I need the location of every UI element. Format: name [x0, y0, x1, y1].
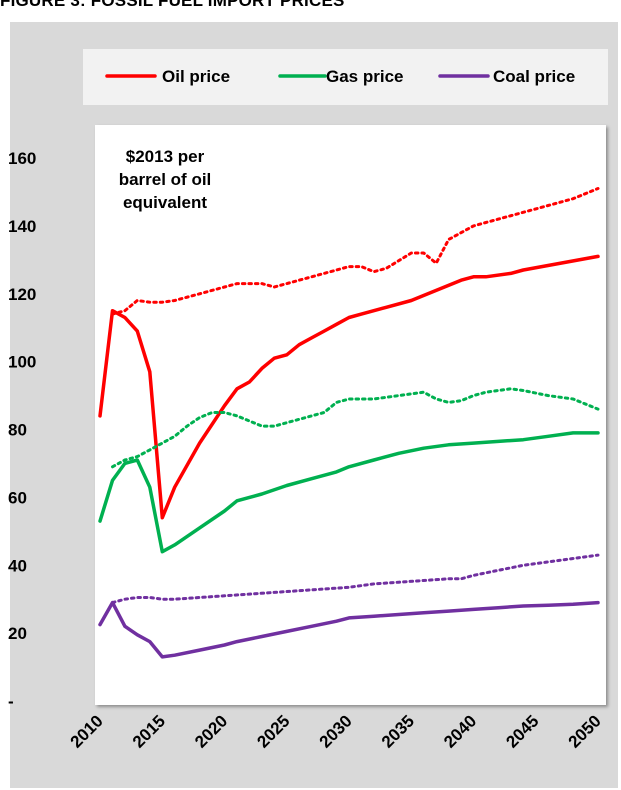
series-line-gas-price-solid [98, 431, 600, 554]
x-tick-label: 2045 [502, 711, 542, 751]
x-tick-label: 2020 [191, 711, 231, 751]
y-tick-label: 120 [8, 285, 36, 304]
y-tick-label: 60 [8, 488, 27, 507]
legend: Oil price Gas price Coal price [105, 67, 575, 86]
x-tick-label: 2015 [129, 711, 169, 751]
y-tick-label: - [8, 692, 14, 711]
y-tick-label: 40 [8, 556, 27, 575]
plot-area [95, 125, 606, 705]
legend-box [83, 49, 608, 105]
figure-title: FIGURE 3: FOSSIL FUEL IMPORT PRICES [0, 0, 345, 10]
y-tick-label: 140 [8, 217, 36, 236]
legend-label: Oil price [162, 67, 230, 86]
unit-annotation: $2013 per barrel of oil equivalent [118, 147, 212, 212]
x-tick-label: 2030 [316, 711, 356, 751]
series-line-oil-price-dotted [111, 187, 600, 316]
x-tick-label: 2025 [253, 711, 293, 751]
x-tick-label: 2040 [440, 711, 480, 751]
series-line-oil-price-solid [98, 254, 600, 520]
x-tick-label: 2035 [378, 711, 418, 751]
series-line-coal-price-dotted [111, 553, 600, 605]
legend-label: Coal price [493, 67, 575, 86]
y-tick-label: 80 [8, 421, 27, 440]
series-line-gas-price-dotted [111, 387, 600, 469]
series-lines [98, 187, 600, 659]
y-axis: - 20 40 60 80 100 120 140 160 [8, 149, 36, 711]
legend-label: Gas price [326, 67, 404, 86]
series-line-coal-price-solid [98, 600, 600, 659]
y-tick-label: 160 [8, 149, 36, 168]
x-tick-label: 2050 [565, 711, 605, 751]
y-tick-label: 20 [8, 624, 27, 643]
y-tick-label: 100 [8, 353, 36, 372]
x-tick-label: 2010 [67, 711, 107, 751]
x-axis: 2010 2015 2020 2025 2030 2035 2040 2045 2050 [67, 711, 605, 751]
